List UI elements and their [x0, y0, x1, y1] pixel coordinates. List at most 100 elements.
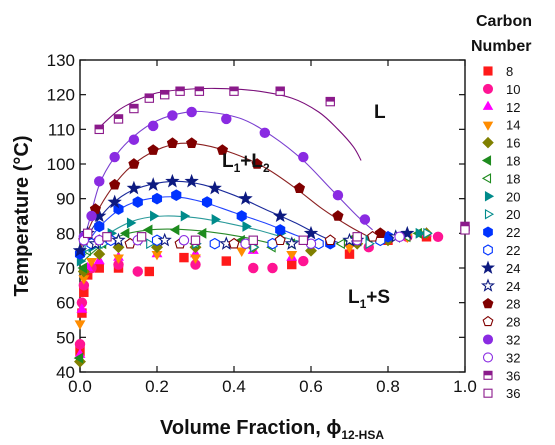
data-point	[275, 86, 285, 96]
region-label-liquid-solid: L1+S	[348, 287, 390, 311]
x-tick-label: 0.6	[299, 377, 323, 396]
legend-marker	[484, 191, 495, 202]
data-point	[251, 158, 263, 169]
y-tick-label: 50	[56, 328, 75, 347]
axis-ticks: 0.0 0.2 0.4 0.6 0.8 1.0 40 50 60 70 80 90 100 110 120 1…	[47, 51, 477, 396]
data-point	[113, 254, 124, 264]
data-point	[72, 243, 88, 257]
data-point	[109, 178, 121, 190]
legend-marker	[482, 136, 494, 149]
legend-label: 18	[506, 171, 520, 186]
data-point	[267, 262, 278, 274]
data-point	[129, 103, 139, 114]
series-c36-open	[82, 225, 470, 245]
data-point	[73, 352, 84, 364]
data-point	[142, 224, 153, 236]
data-point-half	[95, 125, 104, 130]
legend-label: 16	[506, 136, 520, 151]
y-tick-label: 70	[56, 259, 75, 278]
data-point	[74, 320, 86, 330]
data-point	[126, 180, 142, 195]
data-point	[132, 266, 143, 277]
x-tick-label: 0.0	[68, 377, 92, 396]
legend: 8 10 12 14 16 18 18 20 20 22 22 24 24 28 28 32 32 36 36	[480, 64, 520, 401]
data-point	[248, 262, 259, 274]
data-point	[146, 177, 161, 191]
data-point	[221, 256, 232, 266]
legend-marker	[481, 155, 492, 166]
data-point-half	[175, 87, 185, 92]
data-point	[201, 196, 213, 208]
legend-marker	[482, 352, 494, 363]
data-point	[74, 339, 86, 350]
legend-label: 24	[506, 261, 520, 276]
data-point	[236, 247, 248, 258]
legend-marker	[480, 278, 496, 292]
data-point-half	[276, 87, 285, 92]
legend-marker	[483, 66, 493, 76]
data-point	[274, 234, 286, 246]
data-point	[207, 180, 222, 195]
data-point-half	[229, 87, 239, 92]
data-point	[394, 231, 405, 243]
data-point	[423, 227, 433, 239]
data-point	[147, 144, 159, 155]
data-point	[284, 236, 299, 250]
region-liquid-solid-l: L	[348, 287, 360, 308]
data-point	[128, 158, 140, 169]
legend-label: 12	[506, 100, 520, 115]
legend-label: 22	[506, 243, 520, 258]
y-tick-label: 100	[47, 155, 75, 174]
data-point	[298, 151, 309, 163]
region-liquid-solid-rest: +S	[366, 287, 390, 308]
plot-area	[79, 59, 466, 373]
data-point	[179, 252, 189, 263]
data-point	[229, 86, 239, 96]
data-point	[170, 224, 180, 236]
data-point	[221, 113, 232, 125]
data-point	[136, 232, 147, 242]
data-point	[171, 189, 182, 202]
data-point	[113, 203, 124, 215]
data-point	[94, 124, 104, 135]
data-point	[367, 230, 379, 242]
legend-marker	[483, 370, 493, 380]
y-tick-label: 110	[48, 120, 75, 139]
data-point	[259, 127, 271, 139]
data-point	[147, 120, 159, 132]
data-point	[242, 220, 252, 232]
legend-marker	[483, 388, 493, 398]
data-point	[165, 173, 180, 188]
data-point	[82, 228, 93, 239]
legend-label: 14	[506, 118, 520, 133]
data-point	[151, 192, 163, 205]
data-point	[211, 214, 221, 225]
data-point	[303, 225, 319, 240]
data-point	[460, 225, 470, 235]
x-axis-title-main: Volume Fraction, ϕ	[160, 417, 341, 439]
data-point	[128, 134, 140, 145]
legend-label: 36	[506, 368, 520, 383]
data-point	[194, 86, 205, 96]
series-c28-solid	[78, 137, 386, 246]
data-point	[109, 151, 120, 163]
x-axis-title-sub: 12-HSA	[341, 428, 384, 442]
region-label-liquid: L	[374, 102, 386, 123]
data-point-half	[460, 222, 470, 227]
series-c36-solid	[94, 86, 470, 232]
legend-label: 24	[506, 279, 520, 294]
data-point	[102, 232, 112, 242]
data-point	[186, 137, 198, 148]
legend-marker	[484, 208, 495, 220]
data-point	[287, 259, 297, 270]
legend-label: 32	[506, 333, 520, 348]
data-point	[178, 235, 190, 246]
y-tick-label: 120	[47, 86, 75, 105]
legend-label: 22	[506, 225, 520, 240]
y-tick-label: 80	[56, 224, 75, 243]
data-point	[167, 110, 178, 121]
series-c32-solid	[78, 106, 371, 243]
legend-marker	[482, 121, 494, 131]
data-point	[293, 182, 306, 194]
